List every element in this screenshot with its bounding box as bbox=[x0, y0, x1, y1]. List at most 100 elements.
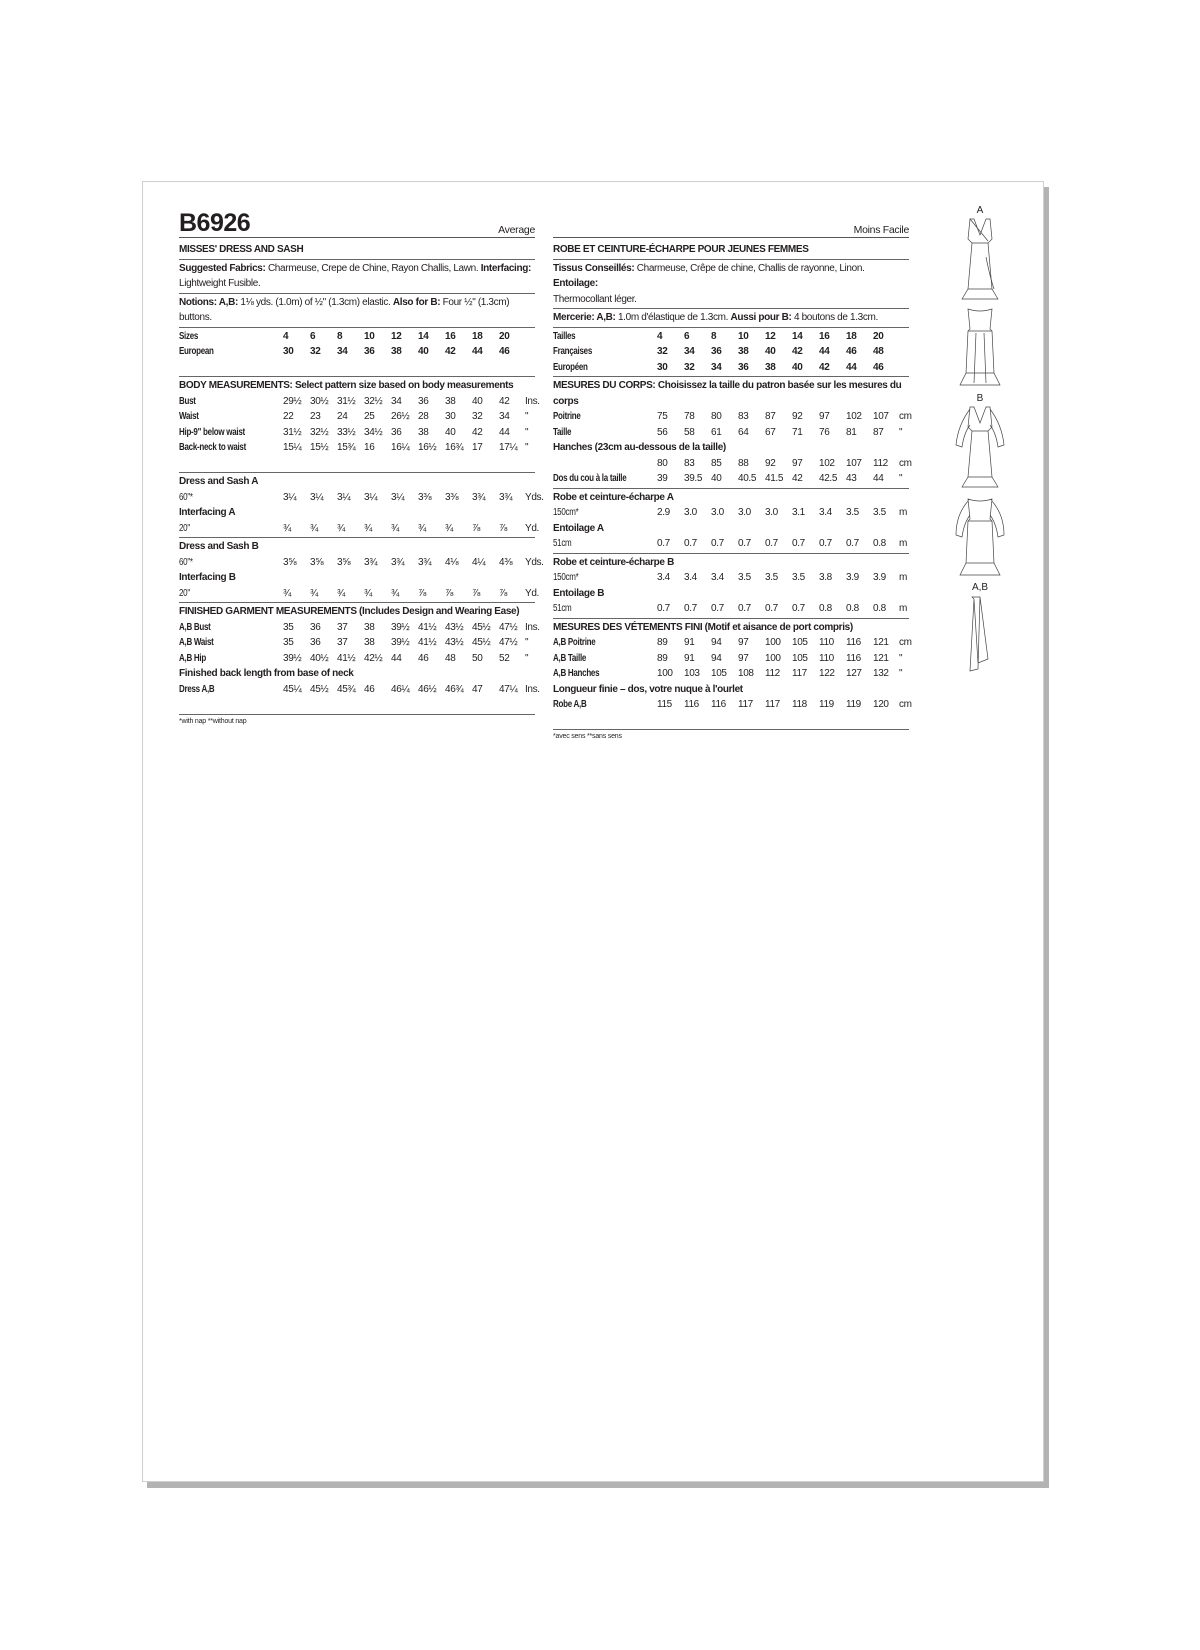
size-value: 3¾ bbox=[364, 556, 378, 568]
text-segment: 1.0m d'élastique de 1.3cm. bbox=[617, 312, 731, 323]
size-value: 4⅜ bbox=[499, 556, 513, 568]
size-value: 0.7 bbox=[711, 538, 724, 549]
size-value: 4 bbox=[657, 330, 663, 342]
size-value: 41½ bbox=[418, 637, 437, 648]
size-value: ⅞ bbox=[499, 587, 507, 599]
size-value: 40½ bbox=[310, 652, 329, 664]
measurement-row: A,B Bust 35 36 37 38 39½ 41½ 43½ 45½ 47½ Ins. bbox=[179, 620, 540, 636]
size-value: 42 bbox=[792, 346, 803, 357]
size-value: 0.7 bbox=[738, 538, 751, 549]
size-value: 46 bbox=[873, 361, 884, 373]
size-value: 2.9 bbox=[657, 507, 670, 518]
measurement-row: A,B Taille 89 91 94 97 100 105 110 116 121 " bbox=[553, 651, 909, 667]
text-line: Robe et ceinture-écharpe A bbox=[553, 490, 909, 506]
divider-rule bbox=[179, 258, 535, 260]
row-label: Dress A,B bbox=[179, 683, 215, 695]
french-column: Moins Facile ROBE ET CEINTURE-ÉCHARPE PO… bbox=[553, 204, 912, 743]
measurement-row: Waist 22 23 24 25 26½ 28 30 32 34 " bbox=[179, 409, 535, 425]
size-value: ¾ bbox=[364, 587, 372, 599]
size-value: 39½ bbox=[391, 637, 410, 648]
size-value: 61 bbox=[711, 426, 722, 438]
measurement-row: 51cm 0.7 0.7 0.7 0.7 0.7 0.7 0.8 0.8 0.8 m bbox=[553, 601, 909, 617]
size-value: ⅞ bbox=[445, 587, 453, 599]
size-value: 20 bbox=[499, 330, 510, 342]
text-line: BODY MEASUREMENTS: Select pattern size b… bbox=[179, 378, 535, 394]
size-value: 89 bbox=[657, 652, 668, 664]
size-value: 43½ bbox=[445, 637, 464, 648]
size-value: 0.7 bbox=[765, 603, 778, 614]
size-value: 121 bbox=[873, 652, 889, 664]
unit: cm bbox=[899, 637, 912, 648]
size-value: 3.0 bbox=[765, 507, 778, 518]
size-value: 122 bbox=[819, 668, 835, 679]
unit: " bbox=[899, 668, 903, 679]
size-value: 94 bbox=[711, 637, 722, 648]
measurement-row: 20" ¾ ¾ ¾ ¾ ¾ ¾ ¾ ⅞ ⅞ Yd. bbox=[179, 521, 539, 537]
size-value: 38 bbox=[364, 637, 375, 648]
size-value: 8 bbox=[711, 330, 717, 342]
size-value: 41½ bbox=[418, 621, 437, 633]
size-value: 3.9 bbox=[873, 572, 886, 583]
size-value: 41½ bbox=[337, 652, 356, 664]
header-fr: Moins Facile bbox=[553, 204, 909, 238]
size-value: ¾ bbox=[337, 587, 345, 599]
size-value: 40 bbox=[418, 346, 429, 357]
divider-rule bbox=[553, 326, 909, 328]
row-label: 20" bbox=[179, 587, 190, 599]
text-segment: Four ½" (1.3cm) buttons. bbox=[179, 296, 510, 324]
unit: " bbox=[525, 411, 529, 422]
size-value: 100 bbox=[765, 652, 781, 664]
measurement-row: 60"* 3¼ 3¼ 3¼ 3¼ 3¼ 3⅜ 3⅜ 3¾ 3¾ Yds. bbox=[179, 490, 544, 506]
size-value: 0.8 bbox=[819, 603, 832, 614]
size-value: 43½ bbox=[445, 621, 464, 633]
size-value: 6 bbox=[310, 330, 316, 342]
row-label: 20" bbox=[179, 522, 190, 534]
measurement-row: Tailles 4 6 8 10 12 14 16 18 20 bbox=[553, 329, 909, 345]
size-value: 41.5 bbox=[765, 473, 784, 484]
size-value: 91 bbox=[684, 637, 695, 648]
size-value: 30 bbox=[283, 346, 294, 357]
size-value: 3⅝ bbox=[283, 556, 297, 568]
size-value: 88 bbox=[738, 457, 749, 469]
size-value: 32 bbox=[657, 346, 668, 357]
row-label: Taille bbox=[553, 426, 572, 438]
row-label: Européen bbox=[553, 361, 588, 373]
measurement-row: 80 83 85 88 92 97 102 107 112 cm bbox=[553, 456, 912, 472]
size-value: 3.4 bbox=[819, 507, 832, 518]
measurement-row: A,B Hip 39½ 40½ 41½ 42½ 44 46 48 50 52 " bbox=[179, 651, 535, 667]
divider-rule bbox=[553, 376, 909, 377]
size-value: 3¾ bbox=[391, 556, 405, 568]
size-value: 3¼ bbox=[337, 491, 351, 503]
size-value: 16½ bbox=[418, 442, 437, 453]
size-value: 12 bbox=[391, 330, 402, 342]
unit: Yd. bbox=[525, 522, 539, 534]
text-segment: Mercerie: A,B: bbox=[553, 312, 618, 323]
size-value: 3.5 bbox=[765, 572, 778, 583]
unit: " bbox=[899, 426, 903, 438]
row-label: A,B Poitrine bbox=[553, 637, 596, 648]
size-value: ¾ bbox=[283, 522, 291, 534]
row-label: Dos du cou à la taille bbox=[553, 473, 627, 484]
size-value: 46½ bbox=[418, 683, 437, 695]
size-value: 32½ bbox=[310, 426, 329, 438]
size-value: 45¼ bbox=[283, 683, 302, 695]
text-segment: Dress and Sash B bbox=[179, 541, 259, 552]
size-value: 3¼ bbox=[310, 491, 324, 503]
size-value: 34 bbox=[684, 346, 695, 357]
size-value: 116 bbox=[846, 652, 861, 664]
size-value: 45¾ bbox=[337, 683, 356, 695]
size-value: 3.9 bbox=[846, 572, 859, 583]
text-line: Dress and Sash A bbox=[179, 474, 535, 490]
size-value: 107 bbox=[846, 457, 862, 469]
size-value: 28 bbox=[418, 411, 429, 422]
size-value: 91 bbox=[684, 652, 695, 664]
size-value: 83 bbox=[738, 411, 749, 422]
size-value: 81 bbox=[846, 426, 857, 438]
size-value: 102 bbox=[819, 457, 835, 469]
dress-b-front-icon bbox=[955, 406, 1005, 488]
measurement-row: Bust 29½ 30½ 31½ 32½ 34 36 38 40 42 Ins. bbox=[179, 394, 540, 410]
size-value: 0.7 bbox=[765, 538, 778, 549]
row-label: A,B Taille bbox=[553, 652, 587, 664]
dress-b-back-icon bbox=[955, 498, 1005, 576]
size-value: ¾ bbox=[445, 522, 453, 534]
